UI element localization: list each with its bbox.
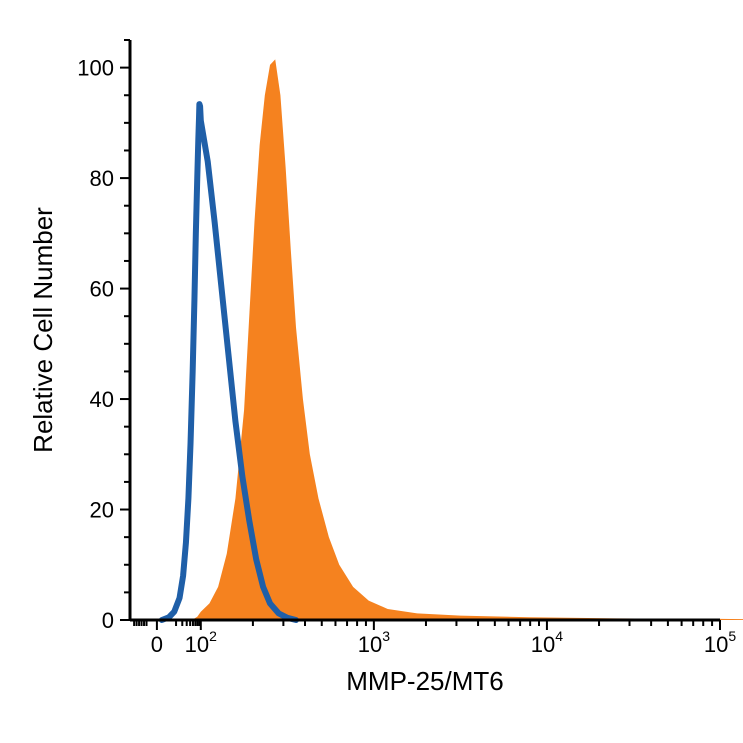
y-tick-label: 20 xyxy=(90,498,114,523)
x-axis-label: MMP-25/MT6 xyxy=(346,666,503,696)
x-tick-label: 0 xyxy=(151,632,163,657)
y-axis-label: Relative Cell Number xyxy=(28,207,58,453)
y-tick-label: 40 xyxy=(90,387,114,412)
flow-cytometry-chart: 0204060801000102103104105MMP-25/MT6Relat… xyxy=(0,0,743,743)
y-tick-label: 60 xyxy=(90,277,114,302)
y-tick-label: 80 xyxy=(90,166,114,191)
y-tick-label: 0 xyxy=(102,608,114,633)
y-tick-label: 100 xyxy=(77,56,114,81)
